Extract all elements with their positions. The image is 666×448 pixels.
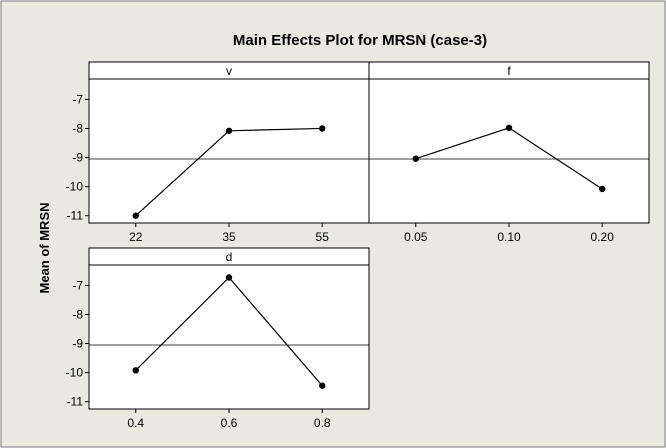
data-point	[505, 124, 513, 132]
panel-v: v -7 -8 -9 -10 -11 22 35 55	[66, 61, 370, 244]
data-point	[225, 127, 233, 134]
data-point	[225, 274, 233, 281]
x-tick-label: 0.20	[591, 230, 615, 244]
x-tick-label: 0.8	[314, 416, 331, 430]
panel-frame	[88, 61, 370, 224]
panel-d: d -7 -8 -9 -10 -11 0.4 0.6 0.8	[66, 247, 370, 430]
y-axis-label: Mean of MRSN	[37, 203, 52, 294]
x-tick-label: 35	[222, 230, 236, 244]
panel-title: f	[507, 64, 511, 78]
chart-title: Main Effects Plot for MRSN (case-3)	[233, 32, 487, 49]
x-tick-label: 55	[316, 230, 330, 244]
panel-title: v	[226, 64, 232, 78]
x-tick-label: 0.6	[221, 416, 238, 430]
data-point	[599, 185, 606, 193]
y-tick-label: -11	[67, 209, 84, 223]
panel-frame	[88, 247, 370, 410]
y-tick-label: -7	[72, 92, 83, 106]
y-tick-label: -10	[66, 180, 84, 194]
x-tick-label: 0.10	[497, 230, 521, 244]
y-tick-label: -8	[72, 121, 83, 135]
y-tick-label: -11	[67, 395, 84, 409]
panel-frame	[368, 61, 650, 224]
data-point	[319, 125, 326, 132]
panel-title: d	[226, 250, 233, 264]
y-tick-label: -10	[66, 366, 84, 380]
data-point	[412, 155, 419, 162]
x-tick-label: 0.05	[404, 230, 428, 244]
panel-f: f 0.05 0.10 0.20	[368, 61, 650, 244]
y-tick-label: -7	[72, 278, 83, 292]
x-tick-label: 0.4	[127, 416, 144, 430]
data-point	[319, 382, 326, 389]
data-point	[132, 367, 139, 374]
x-tick-label: 22	[129, 230, 143, 244]
data-point	[132, 212, 139, 219]
y-tick-label: -9	[72, 337, 83, 351]
y-tick-label: -9	[72, 151, 83, 165]
panels-layer: v -7 -8 -9 -10 -11 22 35 55 f 0.05 0.10 0.20 d -7 -8 -9 -…	[66, 61, 650, 430]
y-tick-label: -8	[72, 307, 83, 321]
